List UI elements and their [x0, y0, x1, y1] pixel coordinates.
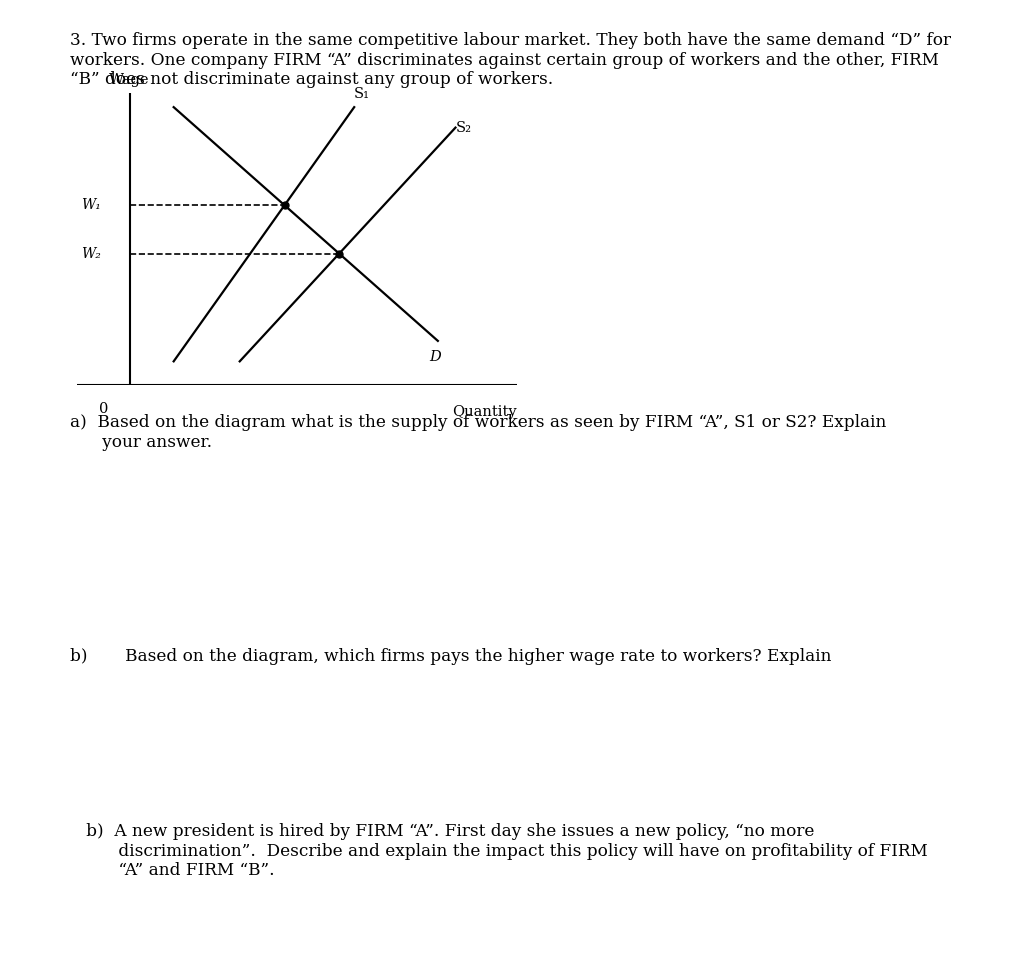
Text: b)       Based on the diagram, which firms pays the higher wage rate to workers?: b) Based on the diagram, which firms pay…	[70, 648, 831, 664]
Text: W₁: W₁	[81, 199, 101, 212]
Text: S₂: S₂	[456, 121, 471, 134]
Text: b)  A new president is hired by FIRM “A”. First day she issues a new policy, “no: b) A new president is hired by FIRM “A”.…	[70, 823, 928, 880]
Text: D: D	[429, 350, 440, 363]
Text: Quantity: Quantity	[453, 405, 517, 419]
Text: S₁: S₁	[354, 88, 371, 101]
Text: 0: 0	[98, 402, 108, 416]
Text: Wage: Wage	[110, 73, 150, 87]
Text: W₂: W₂	[81, 246, 101, 261]
Text: 3. Two firms operate in the same competitive labour market. They both have the s: 3. Two firms operate in the same competi…	[70, 32, 950, 89]
Text: a)  Based on the diagram what is the supply of workers as seen by FIRM “A”, S1 o: a) Based on the diagram what is the supp…	[70, 414, 886, 451]
